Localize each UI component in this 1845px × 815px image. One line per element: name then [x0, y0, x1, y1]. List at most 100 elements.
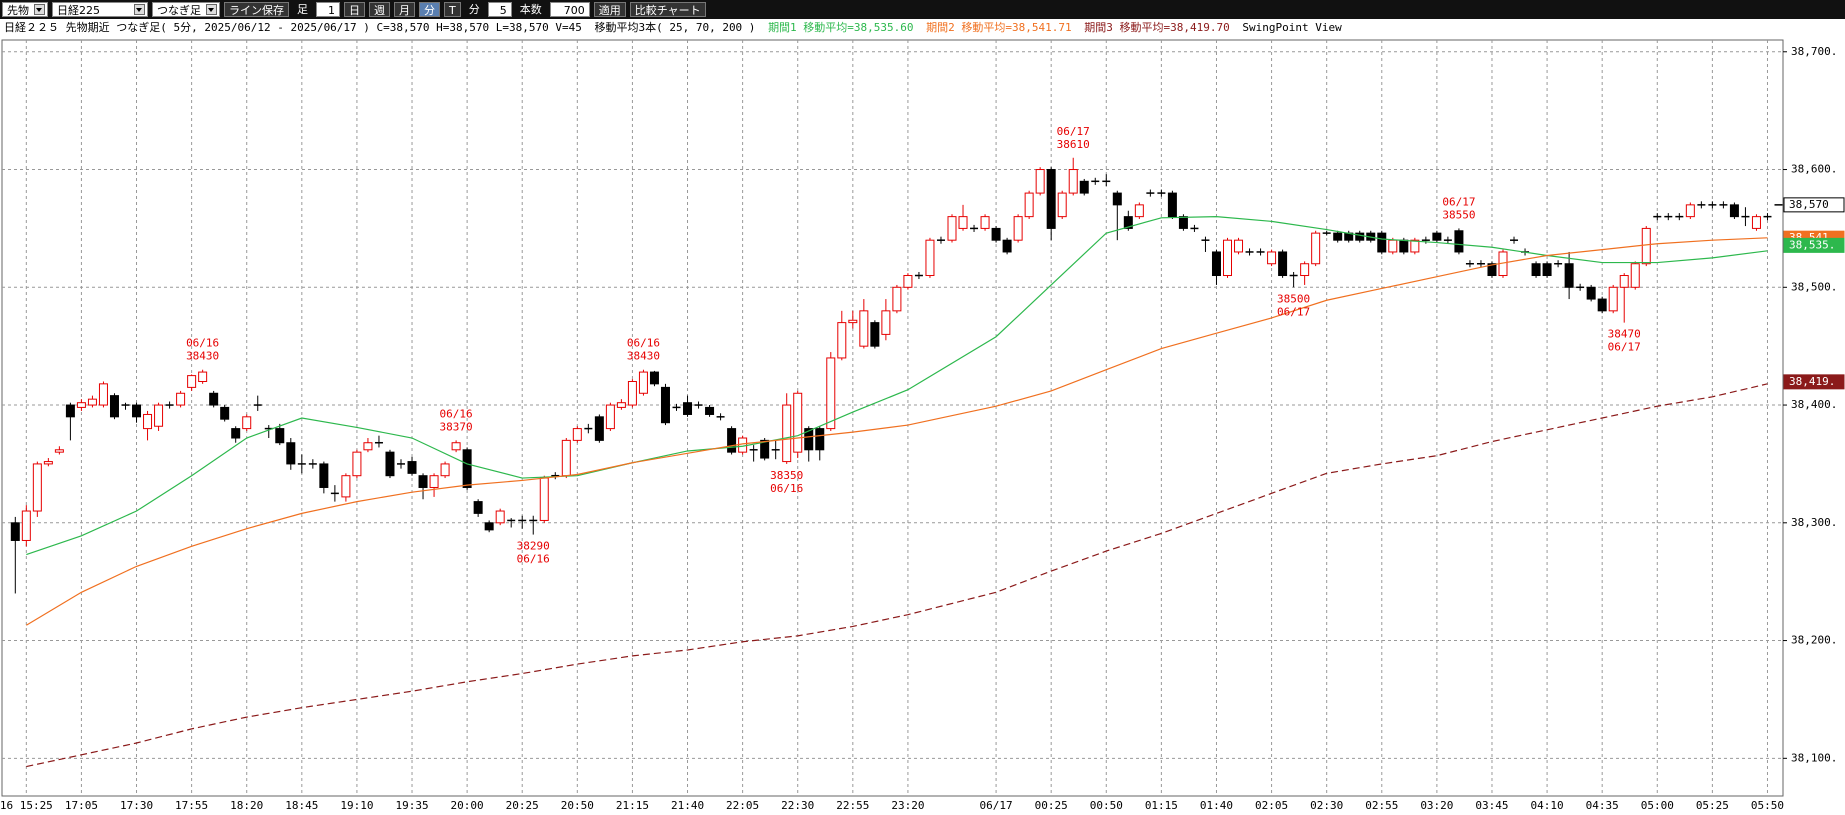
candle-body: [286, 442, 296, 465]
candle-body: [1057, 192, 1067, 218]
legend-entry: 期間1 移動平均=38,535.60: [768, 21, 914, 34]
x-tick-label: 22:05: [726, 799, 759, 812]
price-tag: [1783, 237, 1845, 253]
candle-body: [10, 522, 20, 541]
candle-body: [21, 510, 31, 541]
button[interactable]: 比較チャート: [629, 2, 706, 17]
candle-body: [881, 310, 891, 335]
candle-body: [1134, 204, 1144, 218]
button[interactable]: 日: [344, 2, 365, 17]
x-tick-label: 19:35: [395, 799, 428, 812]
dropdown[interactable]: 日経225: [52, 2, 148, 17]
swing-label: 06/16: [186, 337, 219, 350]
candle-body: [870, 322, 880, 347]
candle-body: [32, 463, 42, 512]
x-tick-label: 20:00: [451, 799, 484, 812]
candle-body: [1729, 204, 1739, 218]
candle-body: [209, 392, 219, 406]
candle-body: [1454, 230, 1464, 253]
x-tick-label: 03:20: [1420, 799, 1453, 812]
candle-body: [1178, 216, 1188, 229]
candle-body: [1278, 251, 1288, 277]
swing-label: 06/17: [1057, 125, 1090, 138]
price-tag-label: 38,535.: [1789, 238, 1835, 251]
price-tag: [1783, 197, 1845, 213]
candle-body: [1211, 251, 1221, 277]
x-tick-label: 16 15:25: [0, 799, 53, 812]
candle-body: [341, 475, 351, 498]
candle-body: [1685, 204, 1695, 218]
candle-body: [859, 310, 869, 347]
x-tick-label: 18:45: [285, 799, 318, 812]
button[interactable]: T: [444, 2, 461, 17]
button[interactable]: 週: [369, 2, 390, 17]
view-label: SwingPoint View: [1242, 21, 1342, 34]
candle-body: [1223, 239, 1232, 277]
x-tick-label: 00:50: [1090, 799, 1123, 812]
swing-label: 38610: [1057, 138, 1090, 151]
candle-body: [605, 404, 615, 430]
candle-body: [429, 475, 439, 488]
candle-body: [903, 275, 913, 288]
candle-body: [616, 402, 626, 408]
candle-body: [837, 322, 847, 359]
x-tick-label: 22:30: [781, 799, 814, 812]
candle-body: [1311, 232, 1321, 265]
input[interactable]: 5: [487, 2, 512, 17]
candle-body: [98, 383, 108, 406]
candle-body: [991, 227, 1001, 241]
ma-title: 移動平均3本( 25, 70, 200 ): [594, 21, 756, 34]
y-tick-label: 38,500.: [1791, 280, 1837, 293]
candle-body: [385, 451, 395, 477]
input[interactable]: 700: [549, 2, 590, 17]
ma-line: [26, 216, 1768, 556]
candle-body: [1300, 263, 1310, 277]
info-line: 日経２２５ 先物期近 つなぎ足( 5分, 2025/06/12 - 2025/0…: [4, 19, 1348, 37]
candle-body: [87, 398, 97, 406]
candle-body: [352, 451, 362, 477]
candle-body: [539, 477, 549, 521]
swing-label: 38430: [627, 350, 660, 363]
candle-body: [1002, 239, 1012, 253]
candle-body: [1542, 263, 1552, 277]
candle-body: [154, 404, 164, 427]
candle-body: [848, 319, 858, 324]
candle-body: [727, 428, 737, 453]
candle-body: [1013, 216, 1023, 241]
candle-body: [187, 375, 197, 388]
x-tick-label: 03:45: [1475, 799, 1508, 812]
swing-label: 38290: [517, 540, 550, 553]
price-tag-label: 38,570: [1789, 198, 1829, 211]
candle-body: [65, 404, 75, 418]
label: 足: [297, 3, 308, 16]
candle-body: [1410, 239, 1420, 253]
button[interactable]: 分: [419, 2, 440, 17]
swing-label: 38550: [1442, 208, 1475, 221]
candle-body: [1586, 286, 1596, 300]
swing-label: 06/16: [770, 482, 803, 495]
x-tick-label: 17:55: [175, 799, 208, 812]
candle-body: [363, 442, 373, 451]
candle-body: [176, 392, 186, 406]
candle-body: [76, 402, 86, 408]
button[interactable]: ライン保存: [224, 2, 289, 17]
x-tick-label: 20:25: [506, 799, 539, 812]
button[interactable]: 適用: [593, 2, 626, 17]
y-tick-label: 38,200.: [1791, 634, 1837, 647]
swing-label: 38370: [440, 420, 473, 433]
dropdown[interactable]: 先物: [2, 2, 48, 17]
input[interactable]: 1: [316, 2, 340, 17]
dropdown[interactable]: つなぎ足: [152, 2, 220, 17]
candle-body: [1333, 232, 1343, 241]
candle-body: [1597, 298, 1607, 312]
button[interactable]: 月: [394, 2, 415, 17]
candle-body: [231, 428, 241, 439]
candle-body: [1564, 263, 1574, 288]
candle-body: [815, 428, 825, 451]
candle-body: [638, 371, 648, 394]
swing-label: 06/16: [627, 337, 660, 350]
price-tag-label: 38,419.: [1789, 375, 1835, 388]
x-tick-label: 02:05: [1255, 799, 1288, 812]
candle-body: [1068, 169, 1078, 194]
